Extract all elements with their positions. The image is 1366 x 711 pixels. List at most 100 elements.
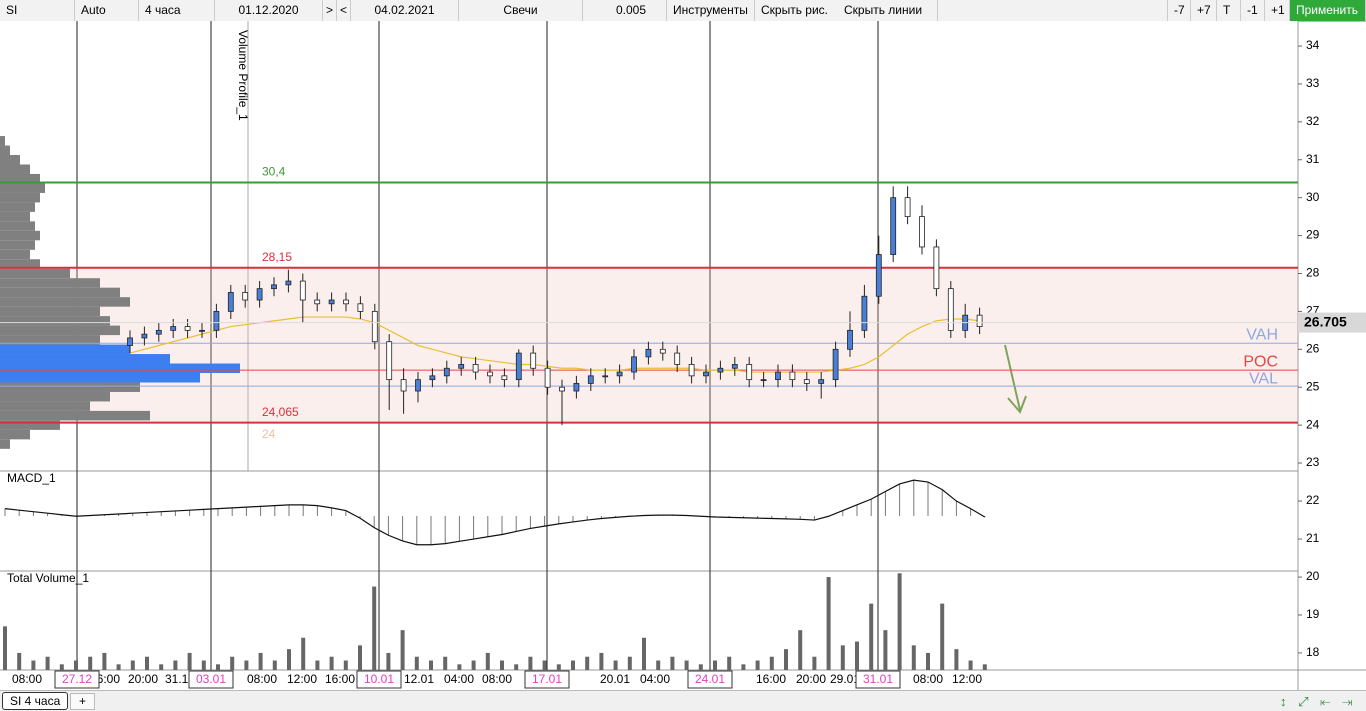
- volume-bar: [769, 656, 774, 670]
- candle-body: [659, 348, 666, 354]
- volume-bar: [926, 652, 930, 670]
- candle-body: [400, 379, 407, 392]
- volume-bar: [755, 660, 760, 670]
- candle-body: [847, 329, 853, 350]
- candle-body: [717, 367, 724, 373]
- profile-bar: [0, 249, 30, 260]
- volume-bar: [315, 660, 320, 670]
- profile-bar: [0, 268, 70, 279]
- volume-bar: [741, 664, 746, 670]
- date-from[interactable]: 01.12.2020: [215, 0, 323, 21]
- volume-bar: [528, 656, 533, 670]
- date-to[interactable]: 04.02.2021: [351, 0, 459, 21]
- t-button[interactable]: T: [1217, 0, 1241, 21]
- candle-body: [760, 379, 767, 382]
- time-label: 20:00: [796, 672, 826, 686]
- candle-body: [544, 367, 551, 388]
- candle-body: [803, 379, 810, 384]
- volume-bar: [443, 656, 448, 670]
- volume-bar: [812, 656, 817, 670]
- volume-bar: [713, 660, 717, 670]
- y-tick-label: 24: [1306, 417, 1320, 431]
- profile-bar: [0, 316, 110, 326]
- value-area-label: POC: [1243, 353, 1278, 370]
- volume-bar: [3, 626, 7, 670]
- candle-body: [155, 329, 162, 335]
- candle-body: [141, 333, 148, 339]
- volume-bar: [897, 573, 902, 670]
- arrow: [1004, 344, 1027, 414]
- step-input[interactable]: 0.005: [583, 0, 667, 21]
- profile-bar: [0, 382, 140, 392]
- time-label: 12.01: [404, 672, 434, 686]
- tools-button[interactable]: Инструменты: [667, 0, 755, 21]
- profile-bar: [0, 335, 100, 345]
- timeframe-select[interactable]: 4 часа: [139, 0, 215, 21]
- apply-button[interactable]: Применить: [1290, 0, 1366, 21]
- volume-bar: [514, 664, 519, 670]
- chart-type-select[interactable]: Свечи: [459, 0, 583, 21]
- hide-drawings-button[interactable]: Скрыть рис.: [761, 3, 829, 17]
- level-label: 30,4: [262, 165, 286, 179]
- day-label-box: [687, 670, 733, 689]
- nav-icons[interactable]: ↕ ⤢ ⇤ ⇥: [1280, 694, 1357, 709]
- y-tick-label: 23: [1306, 455, 1320, 469]
- last-price-box: [1298, 312, 1366, 333]
- y-tick-label: 32: [1306, 114, 1320, 128]
- profile-bar: [0, 145, 10, 156]
- candle-body: [890, 197, 897, 255]
- candle-body: [415, 379, 421, 392]
- time-label: 08:00: [482, 672, 512, 686]
- plus7-button[interactable]: +7: [1191, 0, 1217, 21]
- profile-bar: [0, 240, 35, 250]
- time-label: 12:00: [952, 672, 982, 686]
- candle-body: [832, 348, 839, 381]
- day-label: 24.01: [695, 672, 725, 686]
- profile-bar: [0, 183, 45, 193]
- plus1-button[interactable]: +1: [1265, 0, 1290, 21]
- volume-bar: [656, 660, 661, 670]
- hide-lines-button[interactable]: Скрыть линии: [838, 0, 938, 21]
- candle-body: [746, 364, 753, 381]
- volume-bar: [613, 660, 618, 670]
- volume-bar: [457, 664, 462, 670]
- candle-body: [631, 356, 637, 373]
- y-tick-label: 21: [1306, 531, 1320, 545]
- candle-body: [199, 329, 205, 332]
- candle-body: [501, 375, 508, 381]
- profile-bar: [0, 173, 40, 184]
- candle-body: [789, 371, 796, 381]
- scale-select[interactable]: Auto: [75, 0, 139, 21]
- volume-bar: [869, 603, 874, 670]
- volume-bar: [173, 660, 178, 670]
- symbol-select[interactable]: SI: [0, 0, 75, 21]
- volume-bar: [542, 660, 547, 670]
- volume-bar: [372, 586, 377, 670]
- profile-bar: [0, 202, 35, 212]
- volume-bar: [968, 660, 973, 670]
- time-label: 12:00: [287, 672, 317, 686]
- candle-body: [875, 254, 882, 297]
- y-tick-label: 31: [1306, 152, 1320, 166]
- profile-bar: [0, 439, 10, 449]
- minus7-button[interactable]: -7: [1167, 0, 1191, 21]
- add-tab[interactable]: +: [70, 693, 96, 710]
- chart: Volume Profile_1 MACD_1 Total Volume_1 2…: [0, 21, 1366, 690]
- volume-bar: [216, 664, 220, 670]
- tab[interactable]: SI 4 часа: [2, 692, 69, 710]
- day-label: 31.01: [863, 672, 893, 686]
- profile-bar: [0, 325, 120, 336]
- candle-body: [530, 352, 537, 369]
- candle-body: [429, 375, 436, 381]
- minus1-button[interactable]: -1: [1241, 0, 1265, 21]
- day-label-box: [54, 670, 100, 689]
- volume-bar: [116, 664, 121, 670]
- profile-bar: [0, 354, 170, 364]
- profile-bar: [0, 221, 35, 231]
- time-label: 29.01: [830, 672, 860, 686]
- prev-button[interactable]: <: [337, 0, 351, 21]
- next-button[interactable]: >: [323, 0, 337, 21]
- volume-bar: [911, 645, 916, 670]
- profile-bar: [0, 211, 30, 222]
- time-label: 16:00: [756, 672, 786, 686]
